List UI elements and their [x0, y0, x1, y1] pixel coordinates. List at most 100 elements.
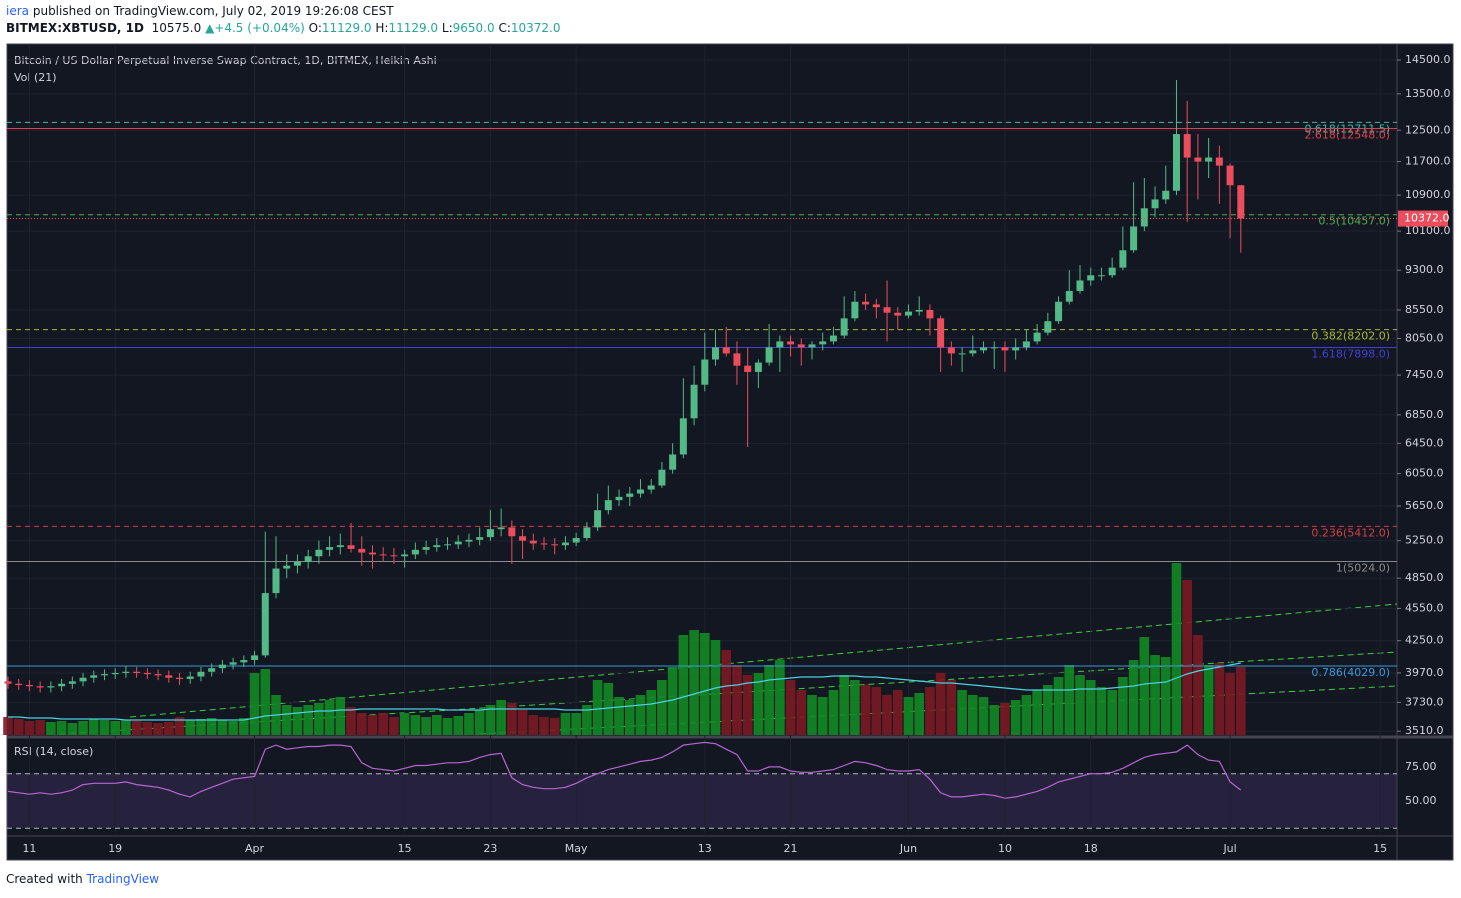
volume-bar [1107, 690, 1117, 735]
author[interactable]: iera [6, 4, 30, 18]
volume-bar [753, 673, 764, 735]
candle-body [1237, 185, 1245, 219]
symbol: BITMEX:XBTUSD, 1D [6, 21, 144, 35]
candle-body [36, 686, 44, 688]
y-tick-label: 11700.0 [1405, 155, 1451, 168]
brand[interactable]: TradingView [86, 872, 160, 886]
candle-body [111, 672, 119, 675]
ohlc-label: C: [498, 21, 511, 35]
candle-body [390, 555, 398, 557]
candle-body [315, 549, 323, 557]
volume-bar [1010, 700, 1021, 735]
volume-bar [817, 697, 828, 735]
volume-bar [399, 713, 410, 735]
candle-body [358, 548, 366, 553]
volume-bar [389, 717, 399, 735]
volume-bar [378, 713, 388, 735]
x-tick-label: 23 [483, 842, 497, 855]
ohlc-value: 10372.0 [510, 21, 561, 35]
volume-bar [903, 697, 914, 735]
y-tick-label: 5250.0 [1405, 534, 1444, 547]
candle-body [304, 556, 312, 562]
volume-bar [742, 675, 753, 735]
candle-body [583, 527, 591, 539]
candle-body [915, 309, 923, 312]
candle-body [572, 538, 580, 543]
fib-label: 2.618(12548.0) [1304, 128, 1390, 141]
volume-bar [110, 721, 120, 735]
candle-body [1108, 267, 1116, 276]
y-tick-label: 3970.0 [1405, 666, 1444, 679]
candle-body [519, 536, 527, 541]
volume-bar [732, 665, 742, 735]
candle-body [261, 593, 269, 656]
candle-body [154, 674, 162, 676]
x-tick-label: 13 [698, 842, 712, 855]
volume-bar [78, 721, 88, 735]
volume-bar [1171, 563, 1182, 735]
candle-body [1215, 157, 1223, 166]
volume-bar [153, 723, 163, 735]
candle-body [401, 554, 409, 557]
candle-body [197, 671, 205, 677]
candle-body [797, 344, 805, 348]
volume-bar [1150, 655, 1160, 735]
candle-body [1065, 290, 1073, 302]
x-tick-label: May [565, 842, 588, 855]
candle-body [529, 540, 537, 544]
candle-body [604, 500, 612, 511]
volume-bar [528, 715, 539, 735]
candle-body [787, 341, 795, 345]
fib-label: 1(5024.0) [1336, 562, 1390, 575]
volume-bar [882, 695, 892, 735]
y-tick-label: 13500.0 [1405, 87, 1451, 100]
volume-title: Vol (21) [14, 71, 57, 84]
volume-bar [1160, 657, 1171, 735]
candle-body [1044, 321, 1052, 333]
candle-body [990, 347, 998, 349]
candle-body [958, 353, 966, 355]
x-tick-label: 10 [998, 842, 1012, 855]
volume-bar [646, 690, 656, 735]
volume-bar [796, 690, 807, 735]
candle-body [1194, 157, 1202, 162]
volume-bar [303, 705, 313, 735]
y-tick-label: 9300.0 [1405, 263, 1444, 276]
volume-bar [892, 690, 903, 735]
volume-bar [206, 718, 217, 735]
volume-bar [356, 713, 367, 735]
volume-bar [410, 715, 421, 735]
x-tick-label: 18 [1084, 842, 1098, 855]
rsi-tick-label: 75.00 [1405, 760, 1437, 773]
candle-body [508, 527, 516, 537]
volume-bar [185, 720, 196, 735]
volume-bar [432, 715, 442, 735]
candle-body [476, 537, 484, 540]
y-tick-label: 5650.0 [1405, 499, 1444, 512]
volume-bar [217, 720, 228, 735]
fib-label: 0.236(5412.0) [1311, 526, 1390, 539]
last: 10575.0 [151, 21, 202, 35]
last-price-label: 10372.0 [1404, 212, 1450, 225]
volume-bar [335, 697, 346, 735]
volume-bar [1139, 637, 1150, 735]
candle-body [326, 547, 334, 550]
candle-body [829, 335, 837, 342]
volume-bar [925, 687, 935, 735]
candle-body [765, 347, 773, 363]
fib-label: 0.382(8202.0) [1311, 330, 1390, 343]
y-tick-label: 12500.0 [1405, 123, 1451, 136]
fib-label: 0.5(10457.0) [1318, 215, 1390, 228]
volume-bar [775, 660, 785, 735]
candle-body [79, 677, 87, 682]
volume-bar [314, 703, 324, 735]
y-tick-label: 3510.0 [1405, 724, 1444, 737]
volume-bar [260, 669, 271, 735]
y-tick-label: 8550.0 [1405, 303, 1444, 316]
volume-bar [700, 633, 710, 735]
arrow: ▲ [205, 21, 215, 35]
candle-body [540, 543, 548, 545]
volume-bar [174, 717, 185, 735]
volume-bar [689, 630, 699, 735]
